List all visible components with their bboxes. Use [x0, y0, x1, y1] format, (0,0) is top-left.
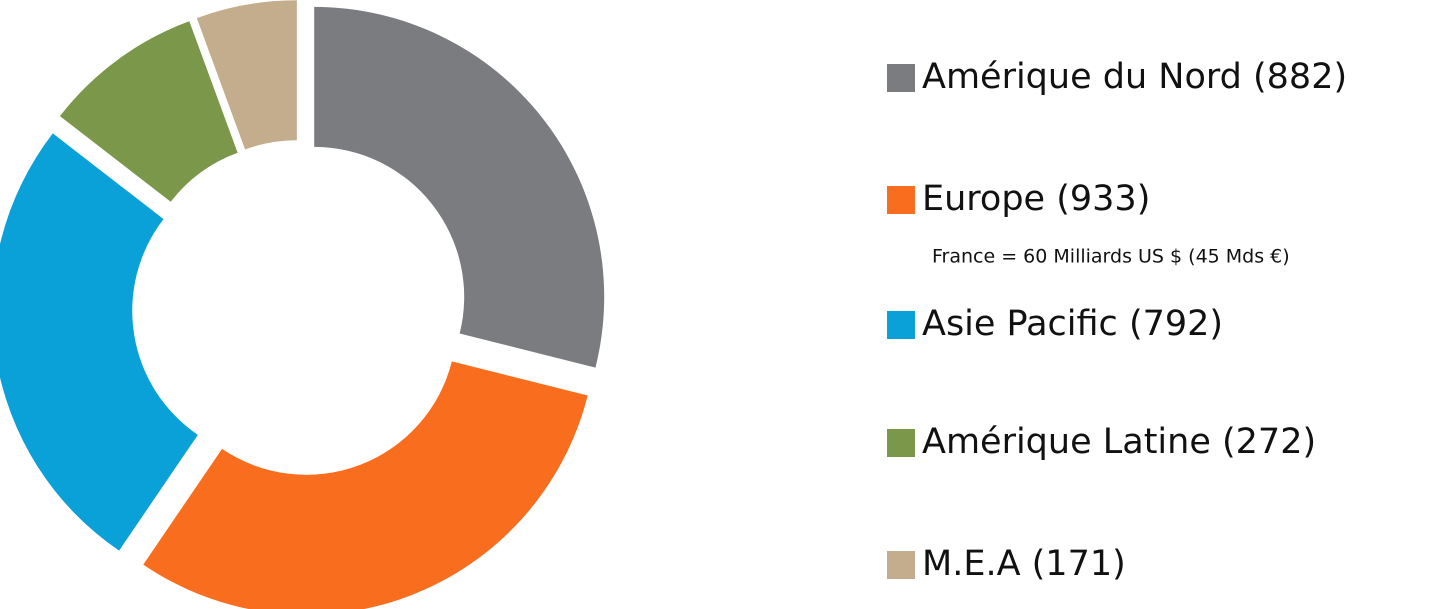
- legend-label: M.E.A (171): [922, 544, 1126, 584]
- legend-value: (792): [1129, 304, 1223, 344]
- legend-name: Amérique Latine: [922, 422, 1211, 462]
- wedge: [196, 0, 297, 150]
- legend-label: Amérique du Nord (882): [922, 57, 1347, 97]
- legend-marker: [887, 429, 915, 457]
- legend-label: Asie Pacific (792): [922, 304, 1223, 344]
- legend-name: Amérique du Nord: [922, 57, 1242, 97]
- legend-label: Amérique Latine (272): [922, 422, 1316, 462]
- legend-label: Europe (933): [922, 179, 1150, 219]
- legend-value: (272): [1222, 422, 1316, 462]
- legend-marker: [887, 64, 915, 92]
- wedge: [314, 6, 605, 368]
- legend-value: (882): [1253, 57, 1347, 97]
- legend-value: (933): [1056, 179, 1150, 219]
- legend-name: Asie Pacific: [922, 304, 1118, 344]
- wedge: [0, 133, 198, 551]
- legend-marker: [887, 551, 915, 579]
- wedge: [59, 21, 238, 202]
- legend-marker: [887, 311, 915, 339]
- wedge: [143, 361, 588, 609]
- legend-marker: [887, 186, 915, 214]
- legend-value: (171): [1032, 544, 1126, 584]
- legend-name: Europe: [922, 179, 1045, 219]
- annotation: France = 60 Milliards US $ (45 Mds €): [932, 246, 1290, 268]
- legend-name: M.E.A: [922, 544, 1021, 584]
